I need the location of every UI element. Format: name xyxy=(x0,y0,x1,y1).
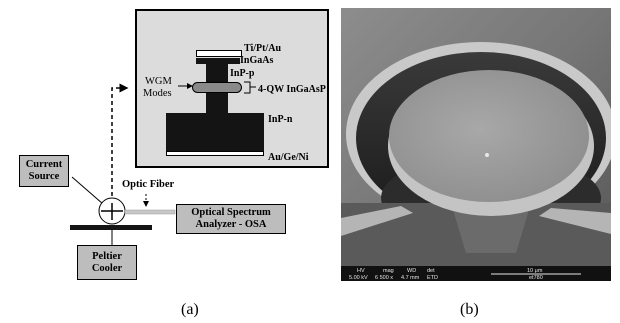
label-n-layer: InP-n xyxy=(268,114,293,125)
osa-line1: Optical Spectrum xyxy=(191,207,271,218)
label-cap: InGaAs xyxy=(240,55,274,66)
label-p-layer: InP-p xyxy=(230,68,255,79)
peltier-box: Peltier Cooler xyxy=(77,245,137,280)
panel-a: Ti/Pt/Au InGaAs InP-p 4-QW InGaAsP InP-n… xyxy=(19,9,329,318)
sem-image: HV mag WD det 5.00 kV 6 500 x 4.7 mm ETD… xyxy=(341,8,611,281)
label-bottom-metal: Au/Ge/Ni xyxy=(268,152,309,163)
peltier-line1: Peltier xyxy=(92,250,122,262)
caption-b: (b) xyxy=(460,301,479,318)
label-wgm-line2: Modes xyxy=(143,88,172,99)
caption-a: (a) xyxy=(181,301,199,318)
sem-scale: 10 μm xyxy=(527,268,543,274)
sem-header-wd: WD xyxy=(407,268,416,274)
current-source-line1: Current xyxy=(25,159,63,170)
sem-header-hv: HV xyxy=(357,268,365,274)
peltier-line2: Cooler xyxy=(91,262,123,274)
sem-val-wd: 4.7 mm xyxy=(401,275,420,281)
n-layer xyxy=(166,113,264,151)
sem-val-det: ETD xyxy=(427,275,438,281)
panel-b: HV mag WD det 5.00 kV 6 500 x 4.7 mm ETD… xyxy=(341,8,611,281)
osa-line2: Analyzer - OSA xyxy=(195,219,267,230)
bottom-metal-layer xyxy=(166,151,264,156)
cap-layer xyxy=(196,58,240,64)
sem-tag: et780 xyxy=(529,275,543,281)
current-source-line2: Source xyxy=(28,171,60,182)
connector-lines xyxy=(70,81,256,246)
osa-box: Optical Spectrum Analyzer - OSA xyxy=(176,204,286,234)
label-qw: 4-QW InGaAsP xyxy=(258,84,326,95)
sem-header-det: det xyxy=(427,268,435,274)
post xyxy=(206,93,228,113)
label-top-metal: Ti/Pt/Au xyxy=(244,43,282,54)
top-metal-layer xyxy=(196,50,242,57)
sem-val-mag: 6 500 x xyxy=(375,275,393,281)
p-layer xyxy=(206,64,228,82)
current-source-box: Current Source xyxy=(19,155,69,187)
label-optic-fiber: Optic Fiber xyxy=(122,179,175,190)
label-wgm-line1: WGM xyxy=(145,76,172,87)
sem-val-hv: 5.00 kV xyxy=(349,275,368,281)
sem-header-mag: mag xyxy=(383,268,394,274)
